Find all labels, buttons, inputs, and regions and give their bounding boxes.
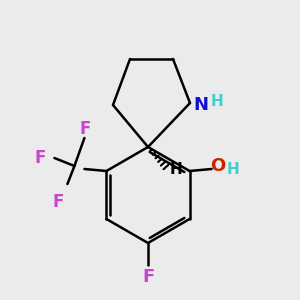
- Text: F: F: [142, 268, 154, 286]
- Text: F: F: [80, 120, 91, 138]
- Text: F: F: [53, 193, 64, 211]
- Text: H: H: [169, 161, 182, 176]
- Text: O: O: [210, 157, 225, 175]
- Text: H: H: [211, 94, 224, 109]
- Text: N: N: [194, 96, 208, 114]
- Text: H: H: [226, 163, 239, 178]
- Text: F: F: [35, 149, 46, 167]
